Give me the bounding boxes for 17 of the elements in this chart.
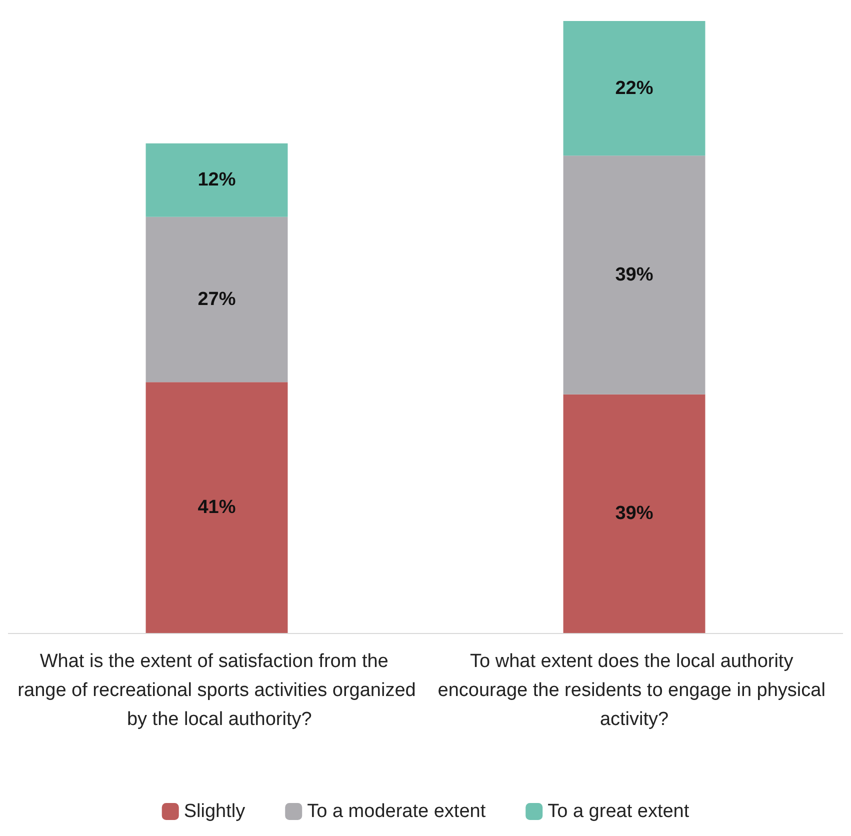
legend-label: Slightly bbox=[184, 801, 246, 822]
data-label: 22% bbox=[615, 78, 654, 99]
legend-label: To a moderate extent bbox=[307, 801, 486, 822]
x-tick-label: To what extent does the local authority encourage the residents to engage in physical activity? bbox=[438, 651, 831, 730]
bar bbox=[146, 216, 288, 382]
x-tick-label: What is the extent of satisfaction from the range of recreational sports activities organized by the local authority? bbox=[18, 651, 416, 730]
data-label: 41% bbox=[198, 497, 236, 518]
bar bbox=[563, 21, 706, 156]
data-label: 39% bbox=[615, 503, 654, 524]
bar bbox=[146, 143, 288, 217]
legend-label: To a great extent bbox=[548, 801, 690, 822]
data-label: 27% bbox=[198, 288, 236, 310]
data-label: 12% bbox=[198, 170, 236, 191]
data-label: 39% bbox=[615, 264, 654, 286]
bar bbox=[563, 156, 706, 394]
bar bbox=[563, 394, 706, 633]
bar bbox=[146, 382, 288, 633]
